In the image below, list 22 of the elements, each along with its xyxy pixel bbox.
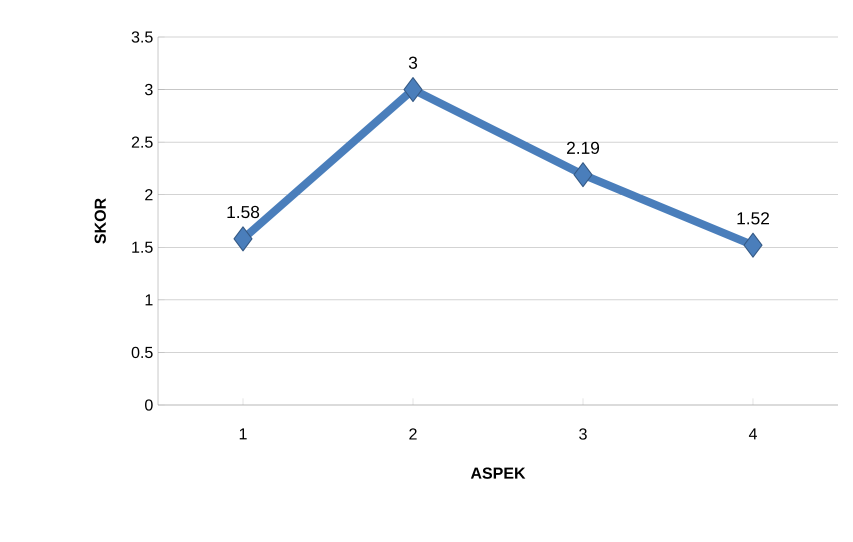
- x-tick-label: 1: [240, 428, 247, 440]
- y-tick-label: 2.5: [132, 136, 153, 148]
- y-tick-label: 2: [145, 189, 152, 200]
- y-tick-label: 1: [146, 294, 153, 306]
- y-tick-label: 0.5: [132, 346, 153, 358]
- y-tick-label: 0: [145, 399, 153, 411]
- data-label: 1.52: [737, 212, 769, 224]
- y-tick-label: 3: [145, 84, 153, 96]
- y-tick-label: 1.5: [132, 242, 153, 253]
- x-tick-label: 3: [579, 428, 587, 440]
- point: [233, 226, 253, 252]
- y-axis-title: SKOR: [94, 198, 106, 244]
- point: [403, 77, 423, 102]
- x-axis-title: ASPEK: [470, 468, 526, 479]
- x-tick-label: 4: [748, 428, 757, 440]
- x-tick-label: 2: [409, 428, 417, 440]
- data-label: 3: [408, 56, 418, 69]
- point: [743, 232, 763, 258]
- data-label: 1.58: [227, 206, 260, 218]
- point: [573, 162, 593, 188]
- data-label: 2.19: [567, 142, 600, 154]
- y-tick-label: 3.5: [132, 31, 153, 43]
